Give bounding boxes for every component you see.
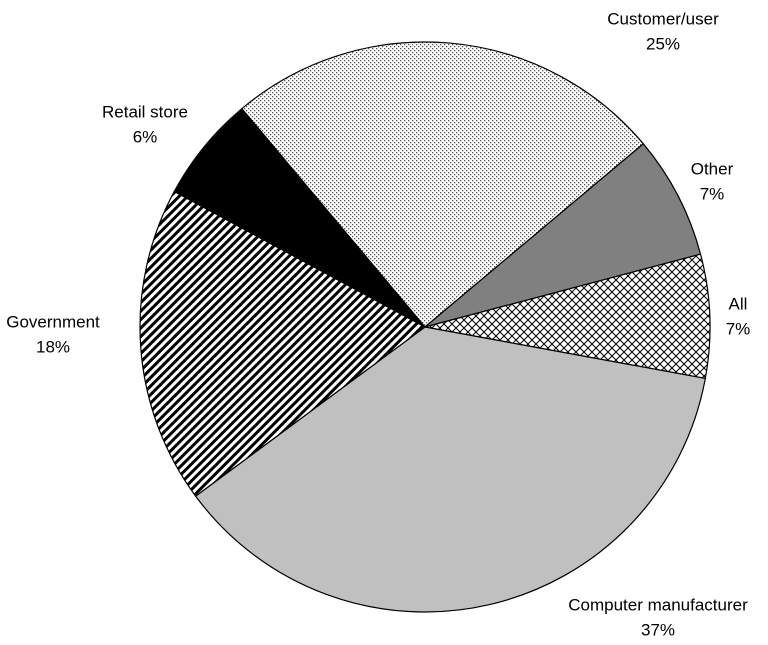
slice-label: Customer/user [607,9,719,28]
slice-label: Computer manufacturer [568,595,748,614]
pie-slice [424,253,711,380]
pie-slice [173,107,426,328]
slice-label: Government [6,312,100,331]
slice-value-label: 37% [641,620,675,639]
slice-value-label: 6% [133,127,158,146]
slice-value-label: 25% [646,34,680,53]
slice-label: All [729,294,748,313]
pie-slice [424,142,702,328]
pie-slice [194,326,707,613]
slice-value-label: 7% [700,184,725,203]
slice-value-label: 7% [726,319,751,338]
slice-value-label: 18% [36,337,70,356]
slice-label: Other [691,159,734,178]
pie-slice [139,190,427,497]
pie-slice [240,41,645,328]
slice-label: Retail store [102,102,188,121]
